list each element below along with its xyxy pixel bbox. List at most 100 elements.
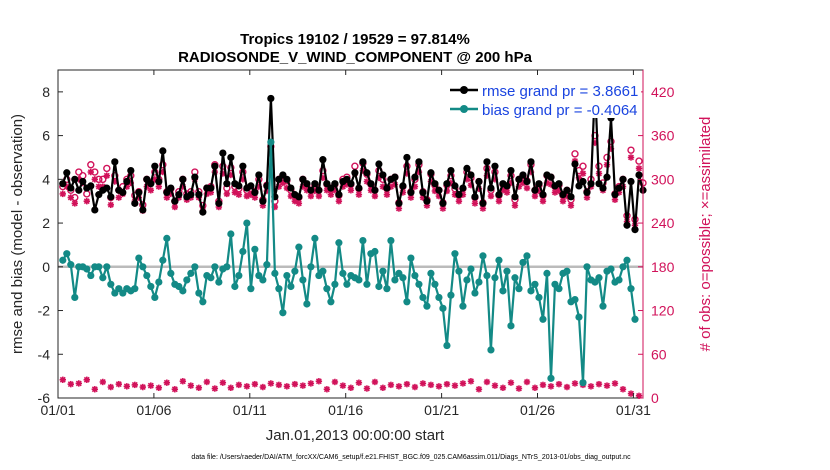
bias-point [407, 254, 415, 262]
obs-assimilated-marker [407, 194, 415, 201]
obs-count-marker [179, 378, 187, 385]
obs-assimilated-marker [171, 203, 179, 211]
bias-point [319, 267, 327, 275]
legend-box [446, 78, 641, 118]
bias-point [95, 263, 103, 271]
y2-axis-label: # of obs: o=possible; ×=assimilated [697, 117, 714, 352]
obs-assimilated-marker [315, 192, 323, 200]
rmse-point [615, 184, 623, 192]
obs-count-marker [75, 380, 83, 387]
rmse-point [111, 158, 119, 166]
rmse-point [399, 182, 407, 190]
bias-point [355, 276, 363, 284]
rmse-point [147, 180, 155, 188]
obs-count-marker [499, 384, 507, 391]
rmse-point [391, 173, 399, 181]
rmse-point [603, 173, 611, 181]
obs-count-marker [403, 380, 411, 388]
rmse-point [371, 186, 379, 194]
bias-point [499, 287, 507, 295]
rmse-point [635, 171, 643, 179]
rmse-point [215, 199, 223, 207]
rmse-point [415, 158, 423, 166]
bias-point [239, 247, 247, 256]
bias-point [363, 280, 371, 288]
rmse-point [491, 162, 499, 170]
y-tick-label: -6 [38, 390, 51, 406]
rmse-point [435, 186, 443, 194]
obs-assimilated-marker [307, 192, 315, 200]
y-axis-label: rmse and bias (model - observation) [9, 114, 26, 354]
chart-title-line2: RADIOSONDE_V_WIND_COMPONENT @ 200 hPa [178, 49, 533, 66]
bias-point [547, 374, 555, 382]
bias-point [87, 271, 95, 280]
bias-point [415, 280, 423, 288]
rmse-point [599, 184, 607, 192]
y2-tick-label: 60 [651, 346, 667, 362]
bias-point [451, 250, 459, 258]
bias-point [599, 302, 607, 310]
rmse-point [411, 173, 419, 181]
rmse-point [75, 186, 83, 194]
obs-count-marker [203, 378, 211, 386]
rmse-point [139, 206, 147, 214]
bias-point [511, 274, 519, 282]
rmse-point [555, 180, 563, 188]
bias-point [323, 285, 331, 293]
rmse-point [63, 169, 71, 177]
rmse-point [155, 177, 163, 186]
rmse-point [571, 160, 579, 168]
bias-point [139, 263, 147, 271]
rmse-point [127, 166, 135, 175]
obs-count-marker [235, 381, 243, 389]
bias-point [527, 287, 535, 295]
bias-point [211, 263, 219, 271]
obs-count-marker [275, 381, 283, 389]
bias-point [535, 293, 543, 302]
obs-assimilated-marker [627, 154, 635, 161]
x-tick-label: 01/21 [424, 402, 459, 418]
rmse-point [367, 180, 375, 188]
rmse-point [59, 180, 67, 188]
rmse-point [107, 193, 115, 201]
rmse-point [563, 186, 571, 194]
obs-assimilated-marker [327, 191, 335, 198]
obs-count-marker [611, 380, 619, 387]
rmse-point [383, 184, 391, 192]
bias-point [243, 219, 251, 227]
bias-point [623, 256, 631, 264]
x-tick-label: 01/11 [233, 402, 267, 418]
rmse-point [539, 191, 547, 199]
obs-assimilated-marker [155, 183, 163, 190]
bias-point [163, 234, 171, 242]
obs-count-marker [323, 386, 331, 393]
rmse-point [443, 180, 451, 188]
bias-point [59, 256, 67, 264]
bias-point [287, 282, 295, 291]
x-tick-label: 01/06 [136, 402, 171, 418]
bias-point [63, 250, 71, 258]
obs-count-marker [507, 379, 515, 386]
rmse-point [623, 221, 631, 229]
bias-point [339, 269, 347, 277]
rmse-point [131, 199, 139, 207]
rmse-point [471, 193, 479, 201]
rmse-point [583, 188, 591, 197]
rmse-point [519, 171, 527, 179]
rmse-point [567, 193, 575, 201]
y2-tick-label: 360 [651, 128, 675, 144]
bias-point [627, 285, 635, 293]
bias-point [199, 298, 207, 306]
obs-possible-marker [627, 146, 635, 154]
bias-point [207, 274, 215, 282]
obs-count-marker [291, 380, 299, 388]
y-tick-label: -2 [38, 303, 51, 319]
rmse-point [355, 184, 363, 192]
bias-point [411, 271, 419, 280]
legend-rmse-marker [460, 86, 468, 94]
y2-tick-label: 0 [651, 390, 659, 406]
axes: 01/01 01/06 01/11 01/16 01/21 01/26 01/3186420… [38, 70, 675, 418]
obs-assimilated-marker [567, 202, 575, 209]
rmse-point [379, 171, 387, 179]
obs-count-marker [603, 382, 611, 389]
